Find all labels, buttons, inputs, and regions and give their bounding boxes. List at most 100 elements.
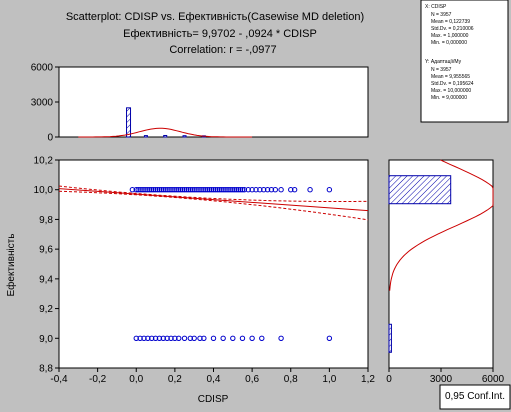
- confidence-band: [58, 190, 369, 221]
- y-tick-label: 8,8: [39, 364, 53, 375]
- data-point: [162, 187, 168, 193]
- data-point: [230, 187, 236, 193]
- right-histogram: 0 3000 6000: [386, 159, 505, 385]
- x-tick-label: 0,4: [207, 374, 221, 385]
- stats-y-line: Std.Dv. = 0,195624: [431, 81, 474, 87]
- y-tick-label: 9,8: [39, 215, 53, 226]
- data-point: [168, 187, 174, 193]
- data-point: [216, 187, 222, 193]
- data-point: [241, 187, 248, 193]
- x-tick-label: 1,2: [361, 374, 375, 385]
- data-point: [237, 187, 244, 193]
- data-point: [233, 187, 240, 193]
- data-point: [220, 187, 226, 193]
- data-point: [264, 187, 271, 193]
- data-point: [133, 335, 139, 341]
- stats-y-head: Y: Адаптації/Му: [425, 59, 462, 65]
- data-point: [183, 187, 190, 193]
- conf-int-label: 0,95 Conf.Int.: [445, 391, 505, 402]
- x-tick-label: 1,0: [322, 374, 336, 385]
- data-point: [174, 187, 180, 193]
- data-point: [249, 187, 255, 193]
- top-histogram-bar: [163, 134, 168, 138]
- y-tick-label: 9,4: [39, 274, 53, 285]
- data-point: [141, 335, 147, 341]
- data-point: [249, 335, 255, 341]
- top-y-tick-label: 3000: [31, 98, 54, 109]
- data-point: [278, 187, 284, 193]
- right-x-tick-label: 0: [386, 374, 392, 385]
- stats-box-frame: [420, 0, 509, 123]
- data-point: [129, 187, 136, 193]
- regression-equation: Ефективність= 9,9702 - ,0924 * CDISP: [123, 28, 317, 40]
- data-point: [232, 187, 238, 193]
- stats-x-line: Max. = 1,000000: [431, 33, 469, 39]
- data-point: [230, 335, 236, 341]
- data-point: [187, 335, 194, 341]
- right-normal-curve: [389, 159, 494, 291]
- data-point: [145, 187, 151, 193]
- data-point: [268, 187, 275, 193]
- data-point: [143, 187, 149, 193]
- data-point: [197, 335, 203, 341]
- data-point: [137, 335, 143, 341]
- data-point: [195, 187, 201, 193]
- data-point: [154, 187, 161, 193]
- data-point: [239, 187, 246, 193]
- stats-y-line: N = 3957: [431, 67, 452, 73]
- top-histogram-bar: [126, 107, 132, 138]
- data-point: [326, 335, 333, 341]
- stats-y-line: Mean = 9,955565: [431, 74, 470, 80]
- data-point: [176, 335, 182, 341]
- stats-x-line: Std.Dv. = 0,210006: [431, 26, 474, 32]
- y-tick-label: 10,0: [34, 185, 54, 196]
- x-axis-label: CDISP: [198, 394, 229, 405]
- data-point: [226, 187, 232, 193]
- data-point: [201, 187, 207, 193]
- data-point: [235, 187, 242, 193]
- data-point: [228, 187, 234, 193]
- data-point: [210, 335, 217, 341]
- conf-int-box: [439, 384, 511, 410]
- data-point: [201, 335, 207, 341]
- data-point: [326, 187, 333, 193]
- data-point: [170, 187, 176, 193]
- data-point: [139, 187, 145, 193]
- data-point: [164, 187, 170, 193]
- data-point: [158, 187, 165, 193]
- x-tick-label: -0,4: [50, 374, 68, 385]
- data-point: [145, 335, 151, 341]
- data-point: [181, 335, 188, 341]
- data-point: [149, 335, 155, 341]
- data-point: [193, 187, 199, 193]
- data-point: [257, 187, 263, 193]
- x-tick-label: 0,0: [129, 374, 143, 385]
- data-point: [220, 335, 226, 341]
- data-point: [164, 335, 170, 341]
- right-x-tick-label: 6000: [482, 374, 505, 385]
- stats-box: X: CDISP N = 3957 Mean = 0,122739 Std.Dv…: [420, 0, 509, 123]
- data-point: [152, 187, 159, 193]
- data-point: [172, 187, 178, 193]
- top-normal-curve: [78, 127, 253, 138]
- data-point: [239, 335, 246, 341]
- data-point: [168, 335, 174, 341]
- data-point: [141, 187, 147, 193]
- data-point: [135, 187, 141, 193]
- stats-x-line: Min. = 0,000000: [431, 40, 467, 46]
- right-histogram-bar: [388, 323, 392, 353]
- data-point: [189, 187, 195, 193]
- data-point: [197, 187, 203, 193]
- regression-line: [58, 188, 369, 212]
- right-histogram-bar: [388, 175, 452, 205]
- data-point: [218, 187, 224, 193]
- top-histogram-frame: [58, 66, 369, 138]
- scatter-plot: -0,4 -0,2 0,0 0,2 0,4 0,6 0,8 1,0 1,2 8,8 9,0 9,2 9,…: [34, 156, 376, 386]
- y-tick-label: 9,2: [39, 304, 53, 315]
- data-point: [212, 187, 219, 193]
- data-point: [150, 187, 157, 193]
- data-point: [187, 187, 194, 193]
- data-point: [214, 187, 221, 193]
- data-point: [156, 187, 163, 193]
